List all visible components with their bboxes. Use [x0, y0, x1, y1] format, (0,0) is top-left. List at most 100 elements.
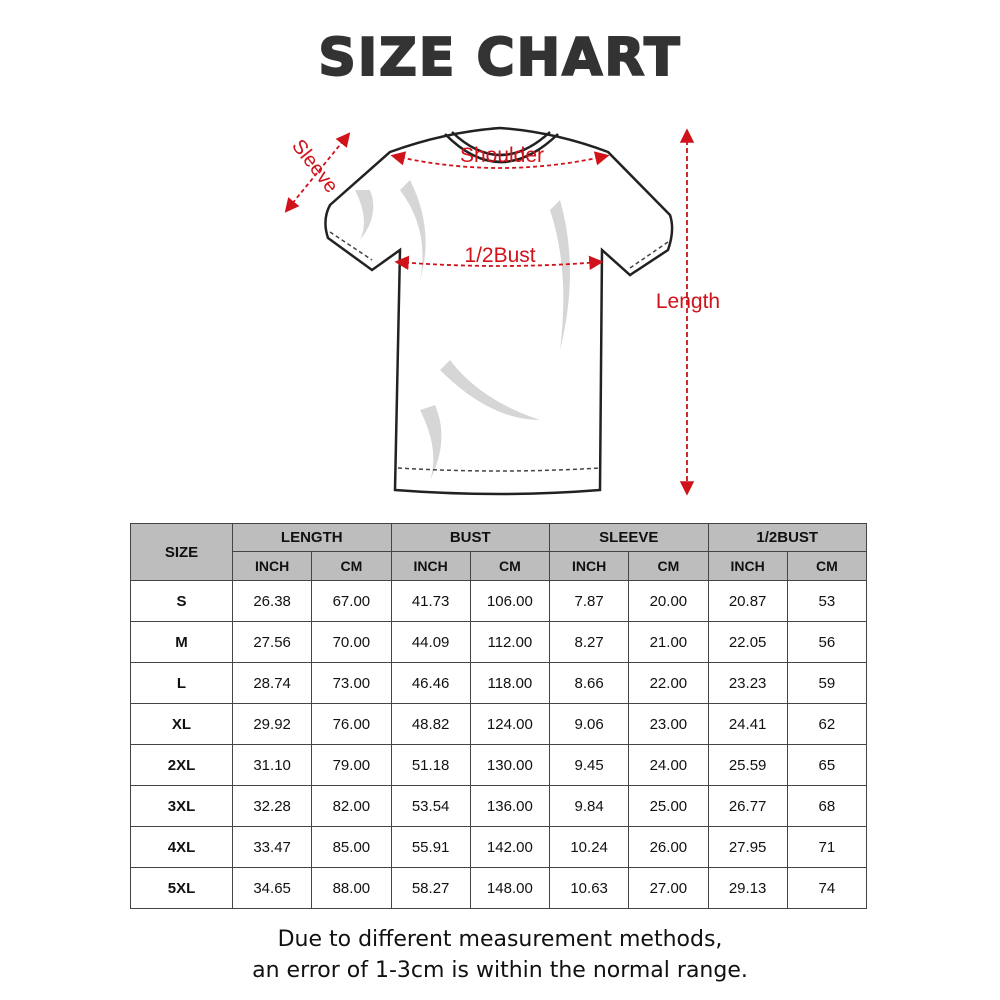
value-cell: 25.59: [707, 744, 788, 786]
table-row: 2XL 31.10 79.00 51.18 130.00 9.45 24.00 25.59 65: [130, 744, 868, 786]
value-cell: 148.00: [469, 867, 551, 909]
unit-header: INCH: [707, 551, 788, 581]
size-cell: S: [130, 580, 233, 622]
tshirt-outline: [324, 126, 674, 496]
value-cell: 68: [786, 785, 868, 827]
value-cell: 23.23: [707, 662, 788, 704]
sleeve-arrow: [284, 132, 351, 213]
value-cell: 118.00: [469, 662, 551, 704]
value-cell: 136.00: [469, 785, 551, 827]
table-row: L 28.74 73.00 46.46 118.00 8.66 22.00 23.23 59: [130, 662, 868, 704]
unit-header: CM: [469, 551, 551, 581]
value-cell: 27.00: [628, 867, 709, 909]
size-cell: 3XL: [130, 785, 233, 827]
group-header-sleeve: SLEEVE: [549, 523, 709, 552]
sleeve-label: Sleeve: [287, 135, 342, 197]
value-cell: 124.00: [469, 703, 551, 745]
value-cell: 23.00: [628, 703, 709, 745]
value-cell: 33.47: [231, 826, 313, 868]
group-header-bust: BUST: [390, 523, 550, 552]
size-cell: 5XL: [130, 867, 233, 909]
value-cell: 62: [786, 703, 868, 745]
value-cell: 22.00: [628, 662, 709, 704]
note-line-2: an error of 1-3cm is within the normal r…: [252, 958, 748, 983]
value-cell: 48.82: [390, 703, 471, 745]
table-row: XL 29.92 76.00 48.82 124.00 9.06 23.00 24.41 62: [130, 703, 868, 745]
value-cell: 41.73: [390, 580, 471, 622]
table-row: 4XL 33.47 85.00 55.91 142.00 10.24 26.00 27.95 7…: [130, 826, 868, 868]
size-header: SIZE: [130, 523, 233, 581]
bust-label: 1/2Bust: [464, 244, 535, 267]
value-cell: 130.00: [469, 744, 551, 786]
value-cell: 59: [786, 662, 868, 704]
value-cell: 32.28: [231, 785, 313, 827]
group-header-length: LENGTH: [232, 523, 392, 552]
unit-header: INCH: [231, 551, 313, 581]
table-row: S 26.38 67.00 41.73 106.00 7.87 20.00 20.87 53: [130, 580, 868, 622]
value-cell: 56: [786, 621, 868, 663]
value-cell: 29.13: [707, 867, 788, 909]
value-cell: 46.46: [390, 662, 471, 704]
table-row: 5XL 34.65 88.00 58.27 148.00 10.63 27.00 29.13 7…: [130, 867, 868, 909]
size-table: SIZE LENGTH BUST SLEEVE 1/2BUST INCH CM IN…: [130, 523, 868, 909]
bust-arrow: [394, 255, 604, 271]
value-cell: 88.00: [311, 867, 392, 909]
measurement-note: Due to different measurement methods, an…: [0, 924, 1000, 986]
table-row: M 27.56 70.00 44.09 112.00 8.27 21.00 22.05 56: [130, 621, 868, 663]
value-cell: 74: [786, 867, 868, 909]
group-header-half-bust: 1/2BUST: [707, 523, 867, 552]
unit-header: CM: [628, 551, 709, 581]
tshirt-diagram: Shoulder 1/2Bust Length Sleeve: [284, 126, 720, 496]
value-cell: 112.00: [469, 621, 551, 663]
value-cell: 20.00: [628, 580, 709, 622]
value-cell: 31.10: [231, 744, 313, 786]
value-cell: 25.00: [628, 785, 709, 827]
page-title: SIZE CHART: [317, 27, 682, 89]
size-cell: XL: [130, 703, 233, 745]
value-cell: 24.00: [628, 744, 709, 786]
value-cell: 44.09: [390, 621, 471, 663]
value-cell: 8.66: [548, 662, 630, 704]
size-cell: M: [130, 621, 233, 663]
value-cell: 21.00: [628, 621, 709, 663]
value-cell: 9.06: [548, 703, 630, 745]
value-cell: 79.00: [311, 744, 392, 786]
value-cell: 51.18: [390, 744, 471, 786]
size-cell: 4XL: [130, 826, 233, 868]
value-cell: 27.56: [231, 621, 313, 663]
value-cell: 55.91: [390, 826, 471, 868]
value-cell: 7.87: [548, 580, 630, 622]
size-cell: L: [130, 662, 233, 704]
value-cell: 9.84: [548, 785, 630, 827]
value-cell: 29.92: [231, 703, 313, 745]
value-cell: 24.41: [707, 703, 788, 745]
value-cell: 76.00: [311, 703, 392, 745]
value-cell: 26.00: [628, 826, 709, 868]
unit-header: CM: [311, 551, 392, 581]
value-cell: 106.00: [469, 580, 551, 622]
value-cell: 34.65: [231, 867, 313, 909]
value-cell: 53.54: [390, 785, 471, 827]
value-cell: 58.27: [390, 867, 471, 909]
value-cell: 142.00: [469, 826, 551, 868]
value-cell: 10.63: [548, 867, 630, 909]
value-cell: 26.77: [707, 785, 788, 827]
value-cell: 28.74: [231, 662, 313, 704]
value-cell: 27.95: [707, 826, 788, 868]
value-cell: 20.87: [707, 580, 788, 622]
size-cell: 2XL: [130, 744, 233, 786]
table-row: 3XL 32.28 82.00 53.54 136.00 9.84 25.00 26.77 68: [130, 785, 868, 827]
value-cell: 8.27: [548, 621, 630, 663]
value-cell: 22.05: [707, 621, 788, 663]
seam-stitching: [329, 231, 669, 472]
value-cell: 67.00: [311, 580, 392, 622]
length-label: Length: [656, 290, 720, 313]
value-cell: 10.24: [548, 826, 630, 868]
value-cell: 71: [786, 826, 868, 868]
value-cell: 53: [786, 580, 868, 622]
value-cell: 65: [786, 744, 868, 786]
value-cell: 73.00: [311, 662, 392, 704]
unit-header: INCH: [390, 551, 471, 581]
shirt-shading: [355, 180, 570, 480]
value-cell: 70.00: [311, 621, 392, 663]
